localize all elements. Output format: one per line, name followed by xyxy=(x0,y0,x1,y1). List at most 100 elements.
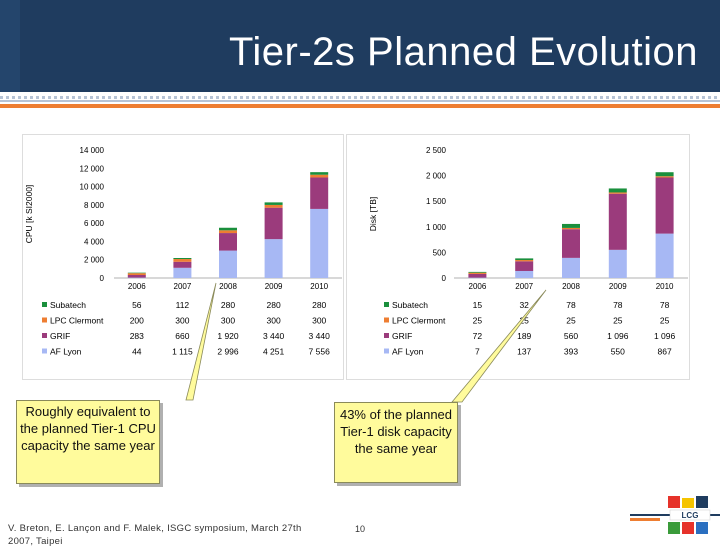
cpu-table-value: 112 xyxy=(176,300,190,310)
cpu-table-value: 7 556 xyxy=(309,347,331,357)
disk-category-label: 2008 xyxy=(562,282,580,291)
disk-table-value: 1 096 xyxy=(607,331,629,341)
disk-legend-swatch xyxy=(384,302,389,307)
cpu-category-label: 2007 xyxy=(174,282,192,291)
disk-bar-subatech xyxy=(608,188,627,193)
cpu-legend-swatch xyxy=(42,302,47,307)
cpu-table-value: 3 440 xyxy=(263,331,285,341)
disk-bar-grif xyxy=(468,273,487,278)
cpu-bar-lpc-clermont xyxy=(127,273,146,276)
cpu-bar-subatech xyxy=(310,172,329,175)
disk-legend-swatch xyxy=(384,333,389,338)
disk-ytick-label: 1 500 xyxy=(426,197,447,206)
disk-callout-pointer xyxy=(451,289,547,403)
disk-ylabel: Disk [TB] xyxy=(368,197,378,231)
cpu-table-value: 1 920 xyxy=(217,331,239,341)
disk-callout: 43% of the planned Tier-1 disk capacity … xyxy=(334,402,458,483)
disk-bar-grif xyxy=(655,177,674,234)
disk-ytick-label: 1 000 xyxy=(426,223,447,232)
cpu-bar-grif xyxy=(173,261,192,268)
cpu-ytick-label: 14 000 xyxy=(80,146,105,155)
cpu-callout-pointer xyxy=(185,282,217,401)
cpu-bar-subatech xyxy=(173,258,192,260)
cpu-ytick-label: 6 000 xyxy=(84,219,105,228)
cpu-ytick-label: 4 000 xyxy=(84,237,105,246)
disk-bar-subatech xyxy=(515,258,534,261)
disk-ytick-label: 500 xyxy=(433,248,447,257)
disk-bar-subatech xyxy=(468,271,487,273)
disk-legend-label: AF Lyon xyxy=(392,347,424,357)
cpu-table-value: 300 xyxy=(175,316,189,326)
disk-table-value: 137 xyxy=(517,347,531,357)
disk-table-value: 78 xyxy=(566,300,576,310)
cpu-bar-af-lyon xyxy=(127,277,146,279)
disk-table-value: 867 xyxy=(658,347,672,357)
disk-legend-swatch xyxy=(384,348,389,354)
cpu-legend-swatch xyxy=(42,333,47,338)
cpu-category-label: 2006 xyxy=(128,282,146,291)
cpu-bar-af-lyon xyxy=(264,239,283,278)
disk-chart-panel: Disk [TB] 2 500 2 000 1 500 1 000 500 0 2006 200… xyxy=(346,134,690,380)
disk-table-value: 25 xyxy=(473,316,483,326)
disk-table-value: 78 xyxy=(613,300,623,310)
disk-table-value: 393 xyxy=(564,347,578,357)
disk-table-value: 189 xyxy=(517,331,531,341)
cpu-table-value: 56 xyxy=(132,300,142,310)
header-bar: Tier-2s Planned Evolution xyxy=(0,0,720,92)
header-divider-dots xyxy=(0,96,720,99)
cpu-bar-af-lyon xyxy=(173,267,192,278)
disk-table-value: 25 xyxy=(613,316,623,326)
cpu-table-value: 280 xyxy=(221,300,235,310)
cpu-bar-lpc-clermont xyxy=(173,259,192,262)
cpu-table-value: 660 xyxy=(175,331,189,341)
cpu-bar-lpc-clermont xyxy=(219,230,237,234)
cpu-bar-subatech xyxy=(264,202,283,205)
disk-category-label: 2007 xyxy=(515,282,533,291)
disk-bar-lpc-clermont xyxy=(468,272,487,274)
disk-bar-af-lyon xyxy=(562,257,580,278)
disk-bar-grif xyxy=(515,261,534,271)
page-number: 10 xyxy=(355,524,366,534)
cpu-legend-label: Subatech xyxy=(50,300,86,310)
cpu-legend-label: AF Lyon xyxy=(50,347,82,357)
cpu-bar-subatech xyxy=(127,272,146,274)
disk-bar-lpc-clermont xyxy=(562,227,580,230)
disk-callout-text: 43% of the planned Tier-1 disk capacity … xyxy=(339,407,453,456)
disk-legend-swatch xyxy=(384,317,389,323)
disk-table-value: 560 xyxy=(564,331,578,341)
cpu-legend-swatch xyxy=(42,348,47,354)
disk-bar-af-lyon xyxy=(515,270,534,278)
cpu-table-value: 280 xyxy=(312,300,326,310)
disk-legend-label: LPC Clermont xyxy=(392,316,446,326)
cpu-bar-lpc-clermont xyxy=(264,204,283,208)
header-divider-light xyxy=(0,100,720,102)
cpu-callout-text: Roughly equivalent to the planned Tier-1… xyxy=(20,404,156,453)
disk-table-value: 25 xyxy=(519,316,529,326)
disk-table-value: 1 096 xyxy=(654,331,676,341)
disk-ytick-label: 0 xyxy=(442,274,447,283)
header-accent xyxy=(0,0,20,92)
cpu-bar-grif xyxy=(264,207,283,240)
disk-bar-grif xyxy=(608,193,627,250)
cpu-table-value: 1 115 xyxy=(172,347,193,357)
disk-bar-subatech xyxy=(562,223,580,228)
cpu-category-label: 2010 xyxy=(310,282,328,291)
cpu-table-value: 300 xyxy=(221,316,235,326)
disk-bar-lpc-clermont xyxy=(608,192,627,194)
slide-title: Tier-2s Planned Evolution xyxy=(228,30,698,74)
cpu-table-value: 280 xyxy=(267,300,281,310)
disk-bar-grif xyxy=(562,229,580,258)
cpu-legend-swatch xyxy=(42,317,47,323)
disk-table-value: 25 xyxy=(566,316,576,326)
disk-bar-lpc-clermont xyxy=(515,260,534,262)
disk-ytick-label: 2 000 xyxy=(426,172,447,181)
disk-table-value: 550 xyxy=(611,347,625,357)
disk-category-label: 2006 xyxy=(469,282,487,291)
disk-category-label: 2010 xyxy=(656,282,674,291)
cpu-table-value: 300 xyxy=(267,316,281,326)
disk-bar-af-lyon xyxy=(608,249,627,278)
cpu-bar-grif xyxy=(310,177,329,209)
cpu-table-value: 300 xyxy=(312,316,326,326)
disk-frame xyxy=(346,134,690,380)
disk-bar-lpc-clermont xyxy=(655,176,674,178)
